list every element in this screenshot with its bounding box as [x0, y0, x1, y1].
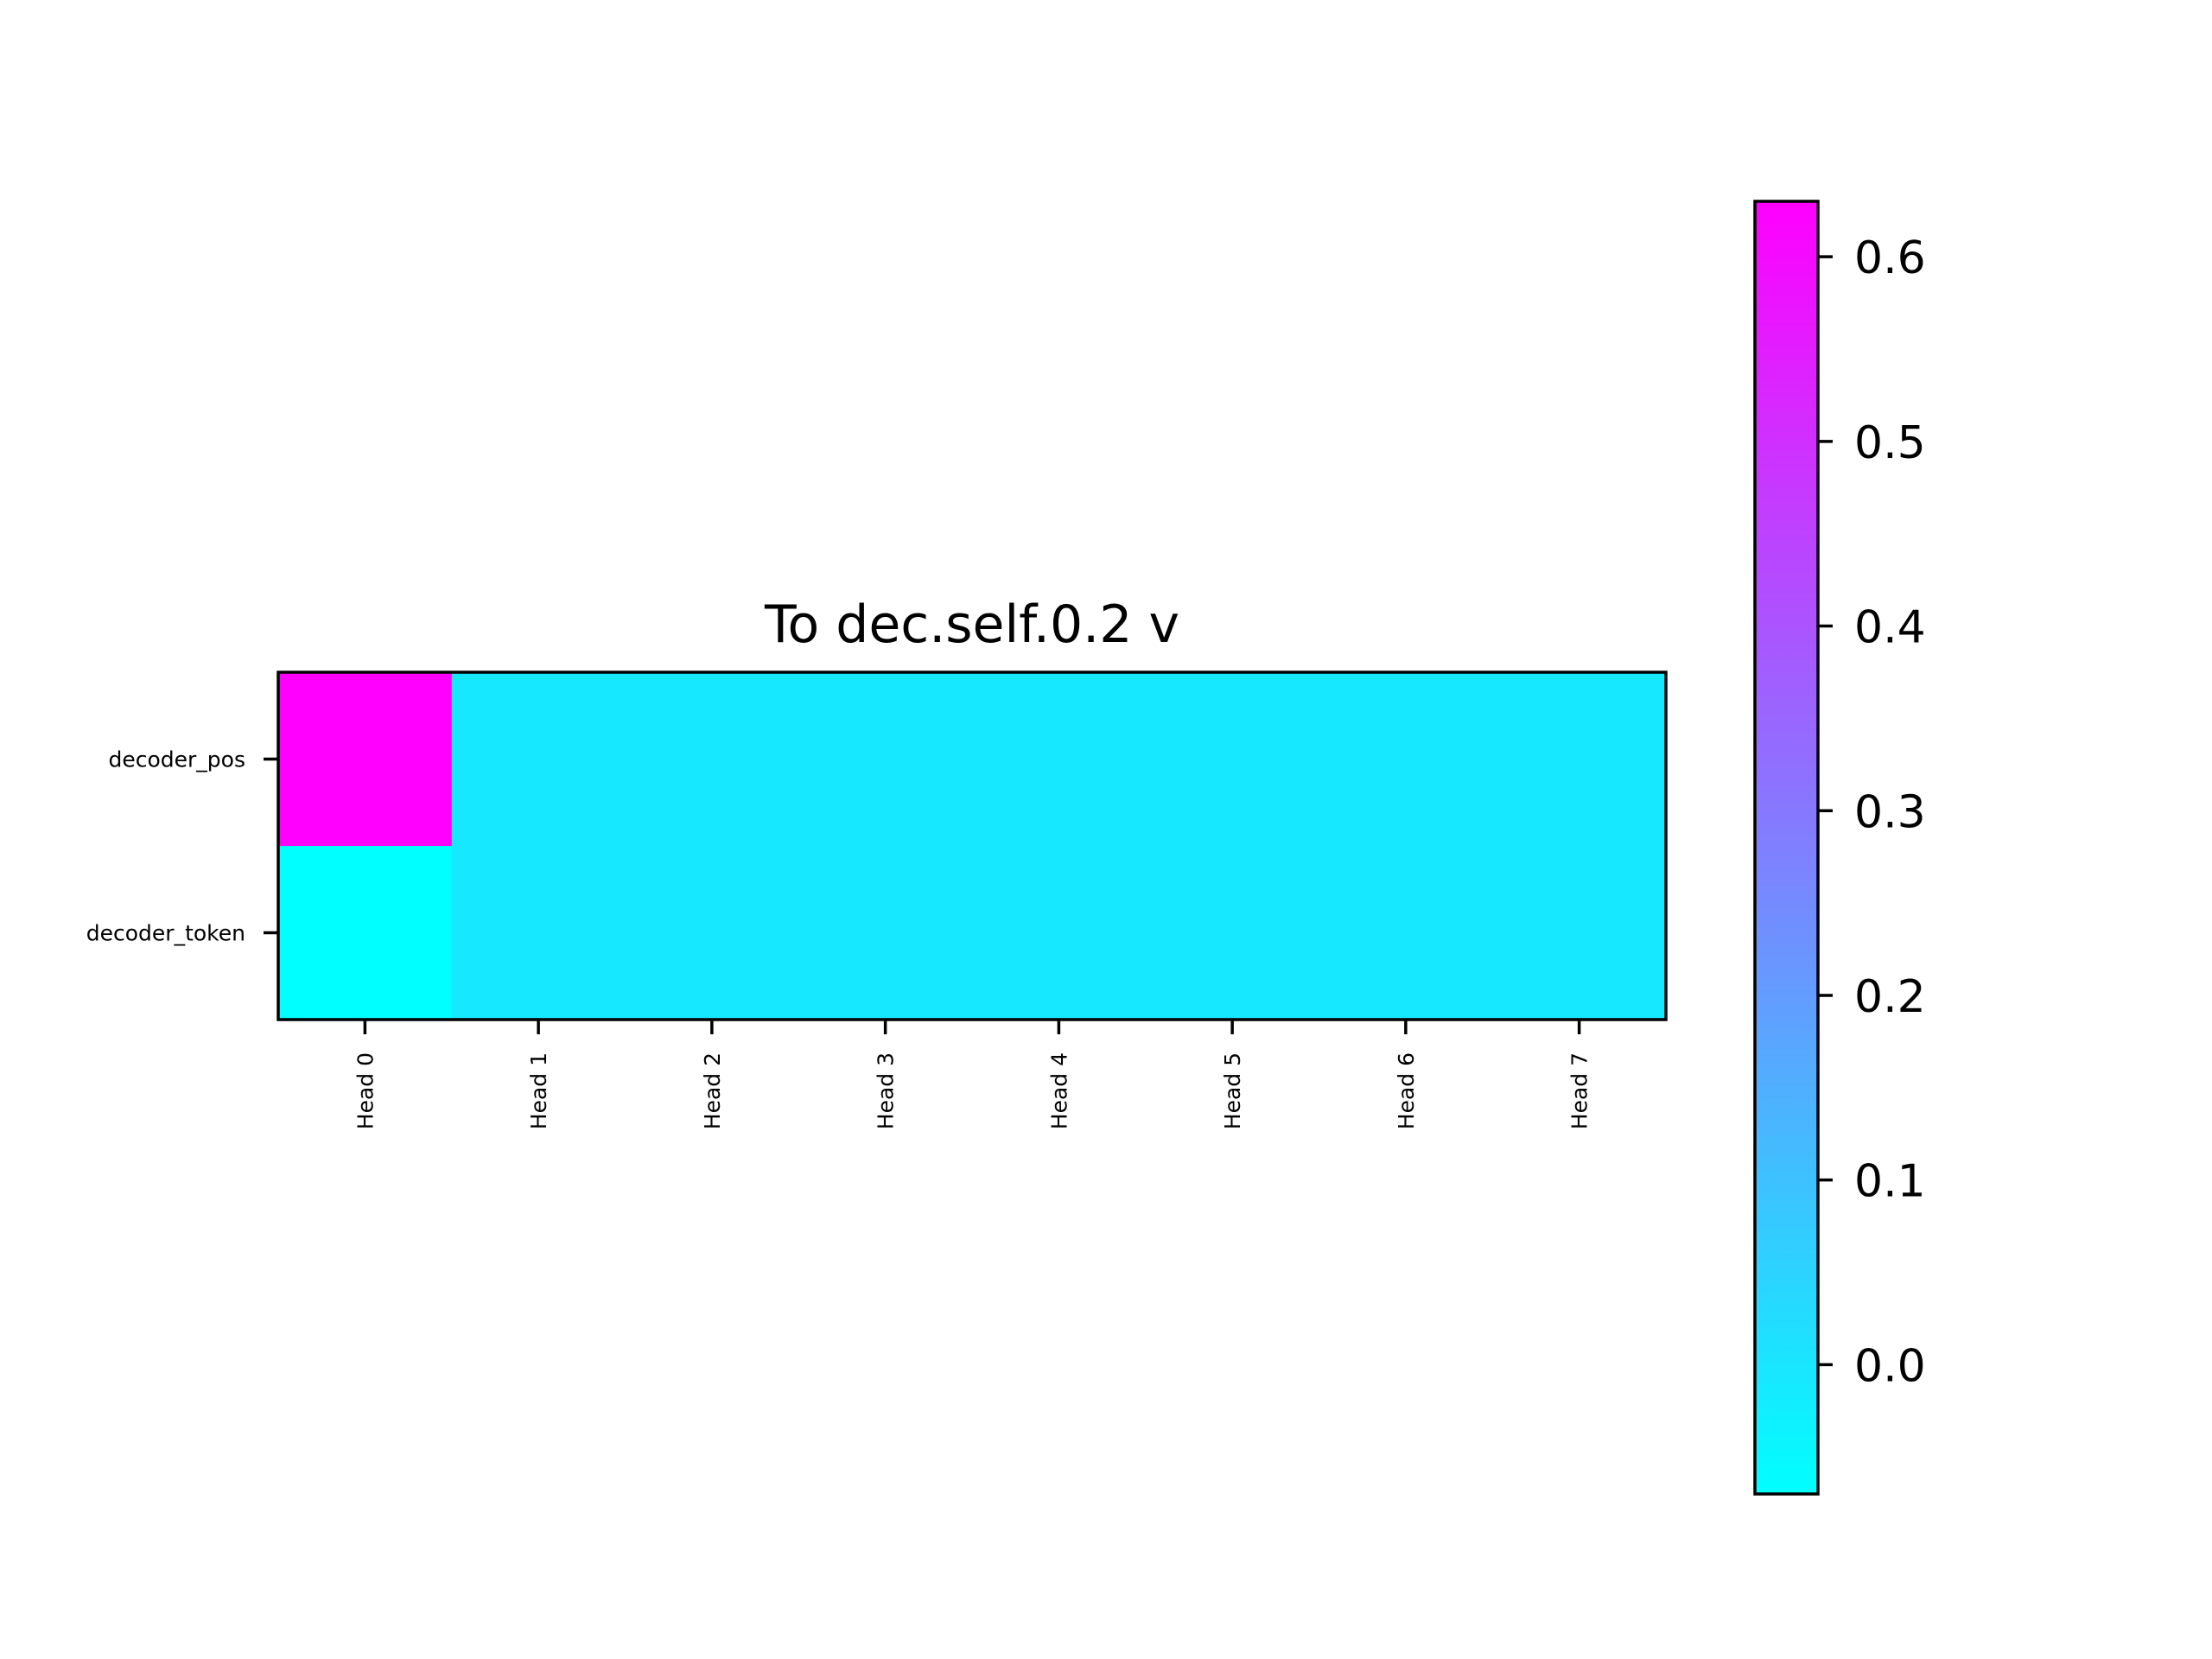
- x-tick-label: Head 1: [526, 1052, 551, 1129]
- x-tick-label: Head 6: [1394, 1052, 1419, 1129]
- x-tick-label: Head 7: [1567, 1052, 1592, 1129]
- x-tick-label: Head 0: [353, 1052, 378, 1129]
- colorbar-axis: 0.0 0.1 0.2 0.3 0.4 0.5 0.6: [1818, 232, 1926, 1392]
- chart-title: To dec.self.0.2 v: [764, 594, 1179, 655]
- heatmap-cell: [1319, 672, 1493, 847]
- heatmap-cell: [1145, 846, 1320, 1020]
- y-tick-label: decoder_pos: [108, 747, 245, 772]
- heatmap-cell: [1145, 672, 1320, 847]
- x-axis: Head 0 Head 1 Head 2 Head 3 Head 4 Head 5 Head…: [353, 1020, 1592, 1129]
- colorbar-tick-label: 0.4: [1854, 602, 1926, 654]
- heatmap-cell: [798, 846, 973, 1020]
- heatmap-cell: [625, 672, 799, 847]
- x-tick-label: Head 5: [1220, 1052, 1245, 1129]
- colorbar-tick-label: 0.2: [1854, 971, 1926, 1023]
- x-tick-label: Head 4: [1046, 1052, 1071, 1129]
- heatmap-frame: [276, 671, 1668, 1021]
- x-tick-label: Head 3: [874, 1052, 899, 1129]
- colorbar-tick-label: 0.5: [1854, 417, 1926, 469]
- heatmap-cell: [798, 672, 973, 847]
- heatmap-cell: [972, 846, 1147, 1020]
- colorbar-tick-label: 0.0: [1854, 1340, 1926, 1392]
- colorbar-tick-label: 0.1: [1854, 1156, 1926, 1208]
- x-tick-label: Head 2: [700, 1052, 725, 1129]
- heatmap-cell: [278, 672, 453, 847]
- y-tick-label: decoder_token: [86, 921, 245, 946]
- heatmap-cell: [1492, 672, 1667, 847]
- heatmap-cell: [972, 672, 1147, 847]
- heatmap-cell: [451, 846, 626, 1020]
- colorbar-tick-label: 0.3: [1854, 786, 1926, 838]
- heatmap-cell: [625, 846, 799, 1020]
- heatmap-cell: [451, 672, 626, 847]
- y-axis: decoder_pos decoder_token: [86, 747, 278, 946]
- heatmap-cells: [278, 672, 1667, 1020]
- heatmap-cell: [1319, 846, 1493, 1020]
- colorbar-tick-label: 0.6: [1854, 232, 1926, 284]
- colorbar: [1753, 200, 1820, 1496]
- heatmap-cell: [1492, 846, 1667, 1020]
- heatmap-cell: [278, 846, 453, 1020]
